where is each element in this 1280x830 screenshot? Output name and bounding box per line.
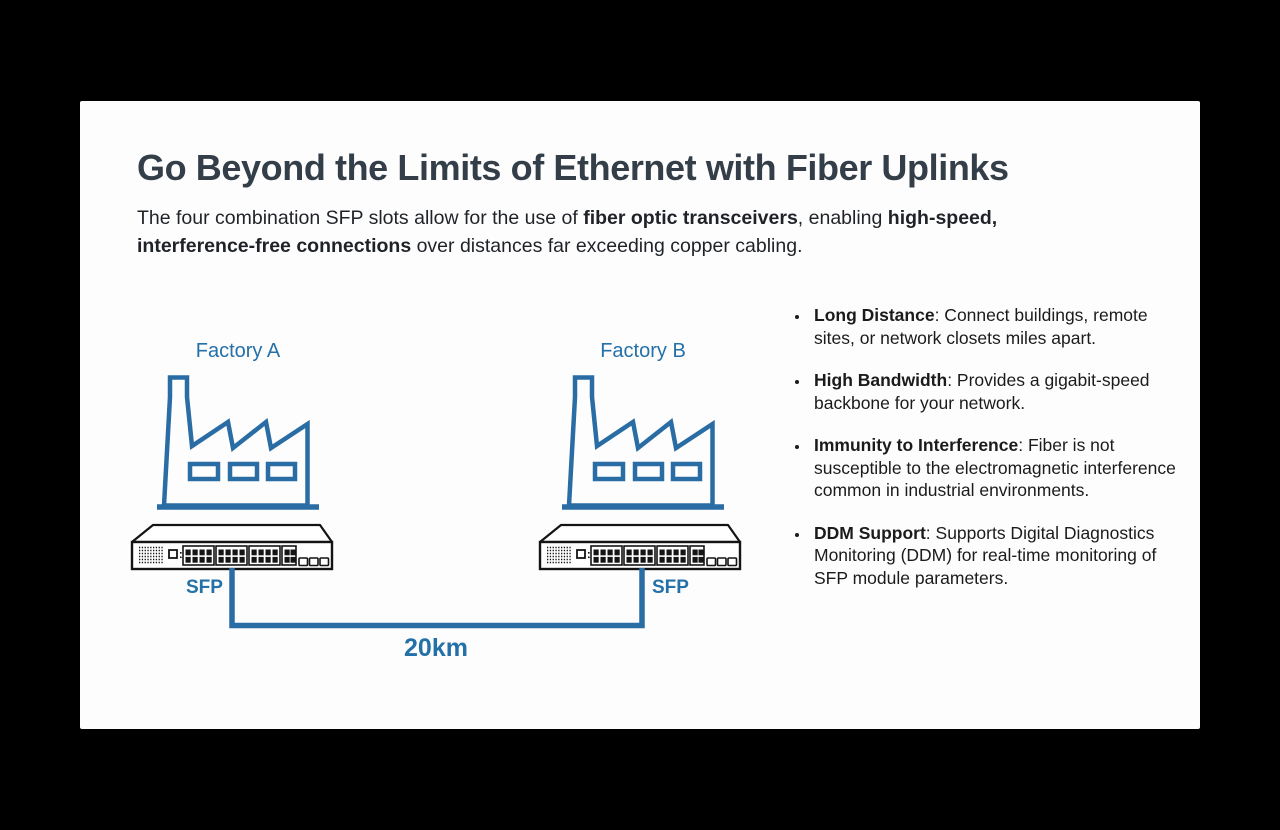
- benefit-item-ddm: DDM Support: Supports Digital Diagnostic…: [810, 522, 1182, 590]
- content-card: Go Beyond the Limits of Ethernet with Fi…: [80, 101, 1200, 729]
- network-switch-icon: [538, 522, 742, 572]
- benefit-label: Long Distance: [814, 305, 935, 325]
- intro-text: The four combination SFP slots allow for…: [137, 207, 584, 229]
- sfp-port-label-a: SFP: [186, 577, 223, 598]
- benefit-label: Immunity to Interference: [814, 435, 1019, 455]
- benefit-item-high-bandwidth: High Bandwidth: Provides a gigabit-speed…: [810, 369, 1182, 414]
- benefit-label: High Bandwidth: [814, 370, 948, 390]
- benefit-item-immunity: Immunity to Interference: Fiber is not s…: [810, 434, 1182, 502]
- benefit-text: : Supports Digital Diagnostics Monitorin…: [814, 522, 1157, 588]
- benefit-label: DDM Support: [814, 522, 926, 543]
- intro-text-bold: high-speed, interference-free connection…: [137, 207, 998, 257]
- intro-text: , enabling: [797, 207, 888, 229]
- intro-paragraph: The four combination SFP slots allow for…: [137, 205, 1087, 260]
- intro-text-bold: fiber optic transceivers: [583, 207, 798, 229]
- benefit-item-long-distance: Long Distance: Connect buildings, remote…: [810, 304, 1182, 349]
- benefit-text: : Connect buildings, remote sites, or ne…: [814, 305, 1148, 348]
- factory-icon: [560, 372, 726, 510]
- page-title: Go Beyond the Limits of Ethernet with Fi…: [137, 147, 1009, 188]
- factory-icon: [155, 372, 321, 510]
- sfp-port-label-b: SFP: [652, 577, 689, 598]
- site-a-label: Factory A: [195, 340, 281, 362]
- link-distance-label: 20km: [404, 634, 468, 662]
- fiber-link-line: [229, 568, 645, 629]
- network-switch-icon: [130, 522, 334, 572]
- benefit-text: : Provides a gigabit-speed backbone for …: [814, 370, 1150, 413]
- intro-text: over distances far exceeding copper cabl…: [411, 234, 803, 257]
- benefit-text: : Fiber is not susceptible to the electr…: [814, 435, 1176, 500]
- site-b-label: Factory B: [600, 340, 686, 362]
- benefits-list: Long Distance: Connect buildings, remote…: [788, 304, 1182, 609]
